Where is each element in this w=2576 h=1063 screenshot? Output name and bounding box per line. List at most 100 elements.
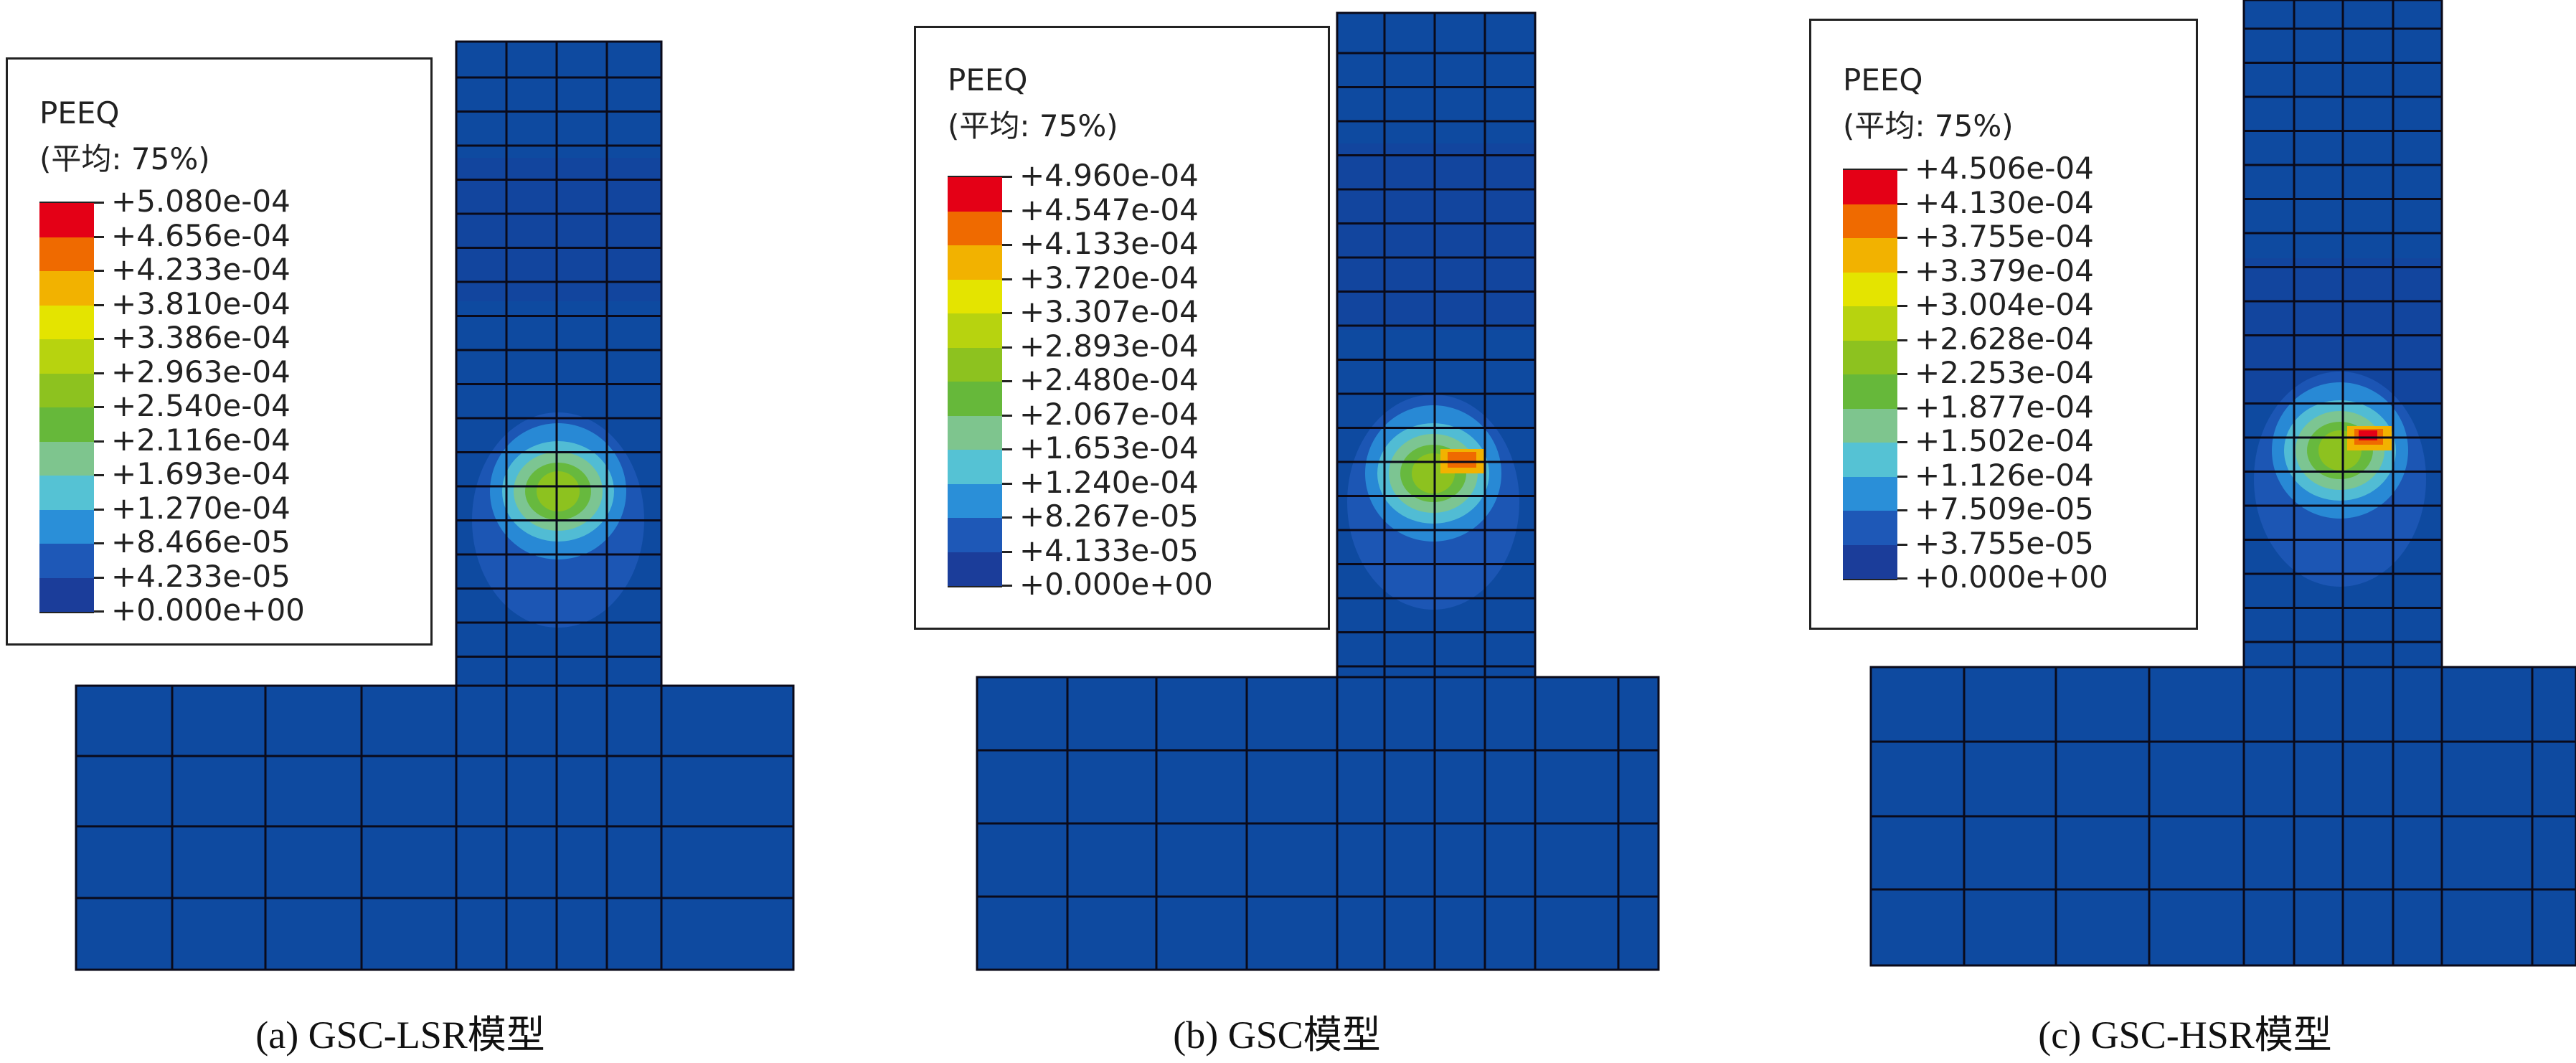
- legend-swatch: [1843, 511, 1897, 545]
- legend-value: +2.963e-04: [111, 354, 291, 389]
- legend-tick: [1897, 509, 1907, 511]
- legend-swatch: [1843, 340, 1897, 374]
- mesh-grid: [75, 684, 795, 971]
- legend-value: +3.810e-04: [111, 285, 291, 321]
- legend-tick: [1897, 339, 1907, 341]
- legend-swatch: [39, 407, 94, 442]
- legend-value: +4.547e-04: [1019, 192, 1199, 227]
- legend-swatch: [948, 552, 1002, 586]
- legend-value: +4.130e-04: [1915, 184, 2094, 220]
- legend-tick: [1002, 585, 1012, 587]
- legend-tick: [1897, 237, 1907, 239]
- legend-tick: [94, 576, 104, 579]
- legend-value: +1.502e-04: [1915, 423, 2094, 458]
- legend-tick: [1897, 202, 1907, 205]
- legend-value: +3.307e-04: [1019, 294, 1199, 329]
- legend-value: +0.000e+00: [1915, 559, 2108, 595]
- legend-swatch: [948, 245, 1002, 280]
- plastic-strain-contour: [1347, 395, 1519, 610]
- legend-value: +2.480e-04: [1019, 362, 1199, 397]
- legend-value: +4.656e-04: [111, 217, 291, 253]
- legend-tick: [1897, 169, 1907, 171]
- caption-a: (a) GSC-LSR模型: [255, 1014, 545, 1057]
- fe-mesh-c: [1869, 0, 2576, 967]
- legend-value: +1.270e-04: [111, 490, 291, 526]
- legend-subtitle: (平均: 75%): [1843, 108, 2014, 143]
- legend-value: +3.004e-04: [1915, 287, 2094, 322]
- legend-swatch: [39, 577, 94, 612]
- legend-tick: [94, 508, 104, 511]
- legend-c: PEEQ (平均: 75%) +4.506e-04 +4.130e-04 +3.75…: [1809, 19, 2198, 630]
- legend-value: +7.509e-05: [1915, 491, 2094, 526]
- legend-swatch: [39, 509, 94, 544]
- legend-swatch: [1843, 306, 1897, 341]
- legend-swatch: [39, 476, 94, 510]
- legend-swatch: [39, 305, 94, 339]
- legend-tick: [1002, 176, 1012, 178]
- legend-tick: [94, 542, 104, 544]
- legend-tick: [1002, 312, 1012, 314]
- legend-swatch: [39, 339, 94, 374]
- legend-tick: [1002, 209, 1012, 212]
- legend-tick: [1002, 380, 1012, 382]
- legend-tick: [94, 235, 104, 238]
- legend-a: PEEQ (平均: 75%) +5.080e-04 +4.656e-04 +4.23…: [6, 57, 433, 646]
- legend-value: +4.233e-05: [111, 558, 291, 594]
- legend-tick: [1002, 482, 1012, 485]
- panel-a: PEEQ (平均: 75%) +5.080e-04 +4.656e-04 +4.23…: [0, 0, 803, 1057]
- legend-swatch: [948, 279, 1002, 313]
- legend-value: +3.379e-04: [1915, 252, 2094, 288]
- legend-swatch: [948, 177, 1002, 212]
- legend-value: +0.000e+00: [1019, 567, 1213, 602]
- legend-swatch: [1843, 476, 1897, 511]
- legend-swatch: [948, 382, 1002, 416]
- legend-tick: [94, 202, 104, 204]
- legend-swatch: [1843, 238, 1897, 273]
- legend-tick: [1002, 550, 1012, 553]
- legend-value: +1.126e-04: [1915, 457, 2094, 493]
- legend-value: +3.720e-04: [1019, 260, 1199, 296]
- legend-tick: [1897, 270, 1907, 273]
- legend-value: +2.540e-04: [111, 388, 291, 423]
- color-bar: [1843, 169, 1897, 580]
- legend-title: PEEQ: [39, 95, 120, 131]
- legend-swatch: [1843, 443, 1897, 477]
- legend-value: +8.466e-05: [111, 524, 291, 559]
- legend-tick: [94, 474, 104, 476]
- legend-value: +3.755e-04: [1915, 219, 2094, 254]
- legend-value: +3.755e-05: [1915, 525, 2094, 561]
- legend-tick: [94, 338, 104, 340]
- legend-tick: [1002, 346, 1012, 349]
- legend-value: +2.893e-04: [1019, 328, 1199, 364]
- legend-value: +2.116e-04: [111, 422, 291, 458]
- legend-swatch: [948, 450, 1002, 484]
- legend-swatch: [39, 441, 94, 476]
- legend-swatch: [948, 347, 1002, 382]
- legend-swatch: [1843, 272, 1897, 306]
- legend-swatch: [948, 518, 1002, 552]
- legend-title: PEEQ: [1843, 62, 1923, 98]
- legend-b: PEEQ (平均: 75%) +4.960e-04 +4.547e-04 +4.13…: [914, 26, 1330, 630]
- legend-tick: [94, 303, 104, 306]
- mesh-grid: [976, 676, 1660, 971]
- legend-swatch: [1843, 204, 1897, 238]
- legend-tick: [94, 406, 104, 408]
- panel-b: PEEQ (平均: 75%) +4.960e-04 +4.547e-04 +4.13…: [904, 0, 1664, 1057]
- legend-value: +2.067e-04: [1019, 396, 1199, 432]
- legend-value: +1.240e-04: [1019, 464, 1199, 500]
- legend-tick: [94, 270, 104, 272]
- fe-mesh-a: [75, 40, 795, 971]
- plastic-strain-contour: [2254, 372, 2426, 587]
- legend-title: PEEQ: [948, 62, 1028, 98]
- legend-subtitle: (平均: 75%): [948, 108, 1118, 143]
- legend-tick: [1002, 448, 1012, 450]
- fe-mesh-b: [976, 11, 1660, 971]
- caption-b: (b) GSC模型: [1173, 1014, 1381, 1057]
- legend-tick: [1897, 475, 1907, 478]
- legend-swatch: [948, 483, 1002, 518]
- legend-value: +1.653e-04: [1019, 430, 1199, 466]
- legend-tick: [94, 372, 104, 374]
- legend-swatch: [1843, 544, 1897, 579]
- legend-tick: [1897, 407, 1907, 410]
- legend-value: +2.253e-04: [1915, 355, 2094, 390]
